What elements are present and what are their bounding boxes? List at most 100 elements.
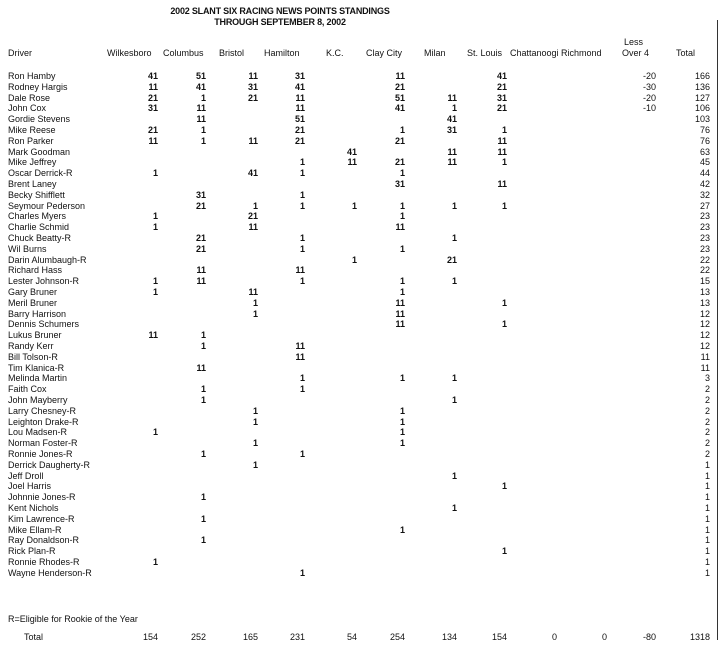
points-bristol: 1: [252, 438, 258, 449]
points-wilkesboro: 154: [142, 632, 158, 642]
points-total: 1318: [689, 632, 710, 642]
table-row: John Cox 31 11 11 41 1 21 -10 106: [0, 103, 720, 114]
points-total: 11: [700, 351, 710, 362]
driver-name: Darin Alumbaugh-R: [8, 254, 87, 265]
points-hamilton: 51: [294, 114, 305, 125]
table-row: Mike Jeffrey 1 11 21 11 1 45: [0, 157, 720, 168]
table-row: Lukus Bruner 11 1 12: [0, 330, 720, 341]
driver-name: John Cox: [8, 103, 47, 114]
points-total: 27: [699, 200, 710, 211]
points-wilkesboro: 1: [152, 557, 158, 567]
driver-name: Ron Parker: [8, 135, 54, 146]
points-clay-city: 11: [395, 319, 405, 330]
points-columbus: 51: [195, 71, 206, 81]
table-row: John Mayberry 1 1 2: [0, 395, 720, 406]
points-bristol: 11: [248, 287, 258, 297]
points-kc: 54: [346, 632, 357, 642]
driver-name: Seymour Pederson: [8, 200, 86, 211]
points-bristol: 165: [242, 632, 258, 642]
points-total: 76: [699, 125, 710, 135]
document-title: 2002 SLANT SIX RACING NEWS POINTS STANDI…: [170, 6, 390, 16]
table-row: Ron Parker 11 1 11 21 21 11 76: [0, 136, 720, 147]
table-row: Derrick Daugherty-R 1 1: [0, 460, 720, 471]
driver-name: Johnnie Jones-R: [8, 492, 76, 503]
driver-name: Melinda Martin: [8, 373, 68, 384]
points-columbus: 1: [200, 125, 206, 135]
points-bristol: 11: [248, 71, 258, 81]
table-row: Melinda Martin 1 1 1 3: [0, 373, 720, 384]
points-kc: 1: [351, 200, 357, 211]
points-clay-city: 21: [394, 135, 405, 146]
points-clay-city: 1: [399, 427, 405, 438]
points-total: 127: [694, 92, 710, 103]
points-clay-city: 51: [394, 92, 405, 103]
driver-name: Ronnie Jones-R: [8, 449, 73, 459]
table-row: Johnnie Jones-R 1 1: [0, 492, 720, 503]
driver-name: Bill Tolson-R: [8, 351, 58, 362]
table-row: Mark Goodman 41 11 11 63: [0, 147, 720, 158]
header-over4-label: Over 4: [622, 48, 650, 58]
points-columbus: 11: [196, 265, 206, 276]
points-milan: 1: [451, 103, 457, 114]
points-total: 136: [694, 81, 710, 92]
points-wilkesboro: 1: [152, 287, 158, 297]
points-bristol: 1: [252, 416, 258, 427]
points-total: 1: [704, 503, 710, 513]
driver-name: John Mayberry: [8, 395, 68, 405]
driver-name: Charlie Schmid: [8, 222, 70, 233]
points-milan: 134: [441, 632, 457, 642]
header-hamilton: Hamilton: [264, 48, 300, 58]
points-columbus: 11: [196, 276, 206, 287]
header-driver: Driver: [8, 48, 32, 58]
points-clay-city: 1: [399, 287, 405, 297]
points-clay-city: 1: [399, 125, 405, 135]
table-row: Ronnie Jones-R 1 1 2: [0, 449, 720, 460]
points-columbus: 11: [196, 103, 206, 114]
points-st-louis: 154: [491, 632, 507, 642]
points-total: 76: [699, 135, 710, 146]
points-milan: 1: [451, 470, 457, 481]
points-columbus: 1: [200, 135, 206, 146]
driver-name: Larry Chesney-R: [8, 405, 77, 416]
points-wilkesboro: 1: [152, 222, 158, 233]
points-st-louis: 1: [501, 297, 507, 308]
driver-name: Mark Goodman: [8, 146, 71, 157]
driver-name: Brent Laney: [8, 179, 57, 189]
points-hamilton: 21: [294, 125, 305, 135]
table-row: Wil Burns 21 1 1 23: [0, 244, 720, 255]
table-row: Meril Bruner 1 11 1 13: [0, 298, 720, 309]
points-total: 2: [704, 384, 710, 395]
points-total: 13: [699, 287, 710, 297]
table-row: Mike Reese 21 1 21 1 31 1 76: [0, 125, 720, 136]
points-clay-city: 1: [399, 405, 405, 416]
driver-name: Becky Shifflett: [8, 189, 65, 200]
driver-name: Rick Plan-R: [8, 546, 56, 557]
points-richmond: 0: [601, 632, 607, 642]
driver-name: Tim Klanica-R: [8, 362, 65, 373]
points-bristol: 1: [252, 405, 258, 416]
table-row: Brent Laney 31 11 42: [0, 179, 720, 190]
points-wilkesboro: 11: [148, 330, 158, 341]
points-total: 13: [699, 297, 710, 308]
points-less-over-4: -10: [642, 103, 656, 114]
points-st-louis: 31: [496, 92, 507, 103]
points-total: 23: [699, 222, 710, 233]
points-clay-city: 41: [394, 103, 405, 114]
points-bristol: 21: [247, 92, 258, 103]
points-clay-city: 1: [399, 438, 405, 449]
points-milan: 31: [446, 125, 457, 135]
driver-name: Oscar Derrick-R: [8, 168, 73, 179]
points-wilkesboro: 31: [147, 103, 158, 114]
points-less-over-4: -20: [642, 92, 656, 103]
points-bristol: 1: [252, 308, 258, 319]
driver-name: Dale Rose: [8, 92, 51, 103]
points-clay-city: 11: [395, 71, 405, 81]
driver-name: Faith Cox: [8, 384, 47, 395]
table-row: Dennis Schumers 11 1 12: [0, 319, 720, 330]
driver-name: Ronnie Rhodes-R: [8, 557, 80, 567]
points-kc: 1: [351, 254, 357, 265]
points-total: 32: [699, 189, 710, 200]
driver-name: Meril Bruner: [8, 297, 58, 308]
points-total: 2: [704, 416, 710, 427]
driver-name: Wayne Henderson-R: [8, 567, 92, 578]
